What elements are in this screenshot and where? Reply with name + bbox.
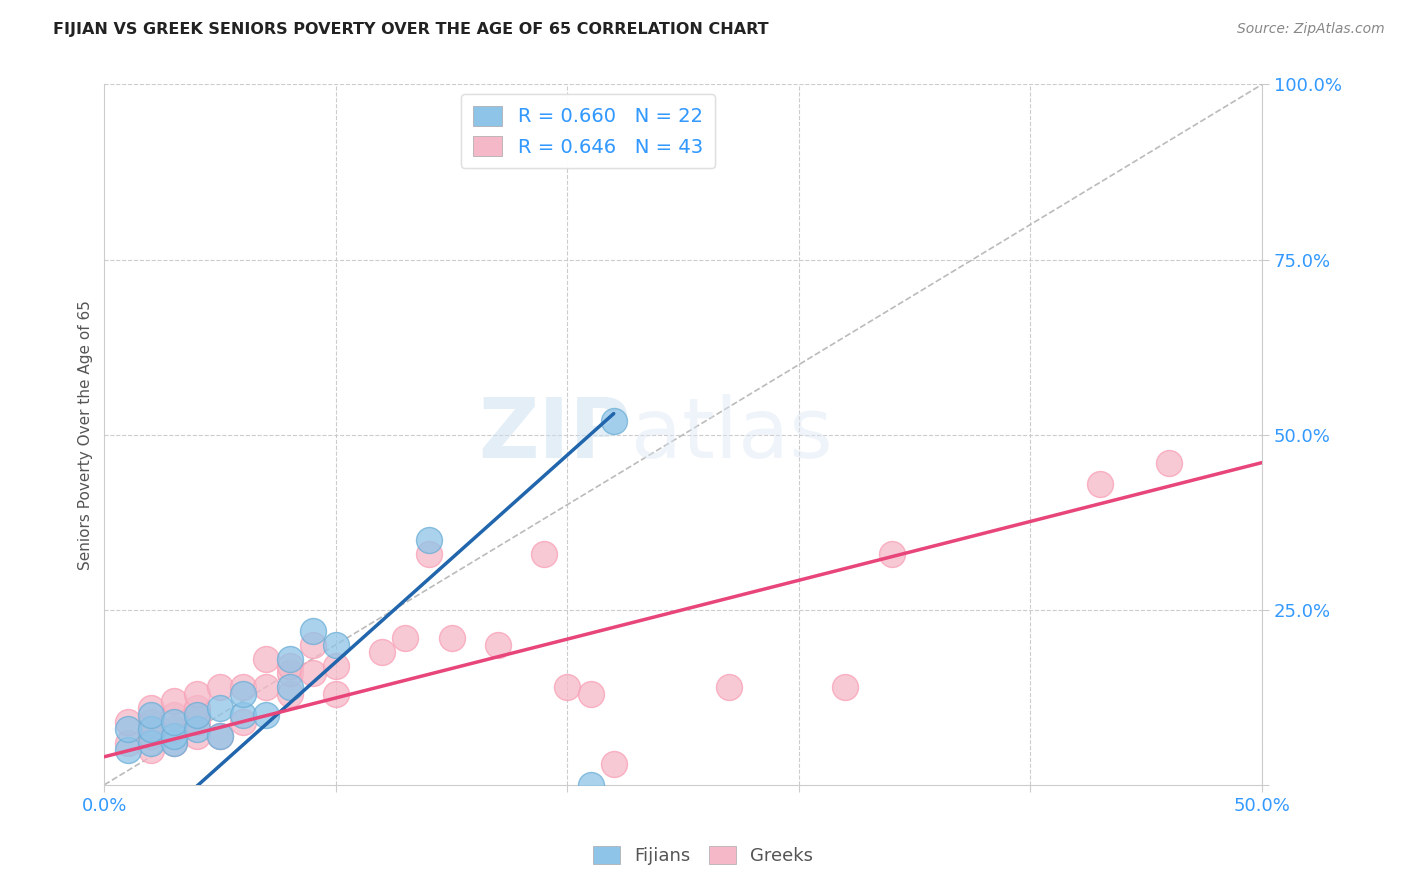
Point (117, 743, 139, 757)
Point (278, 651, 301, 665)
Point (325, 638, 347, 652)
Point (163, 694, 186, 708)
Text: FIJIAN VS GREEK SENIORS POVERTY OVER THE AGE OF 65 CORRELATION CHART: FIJIAN VS GREEK SENIORS POVERTY OVER THE… (53, 22, 769, 37)
Point (232, 687, 254, 701)
Point (278, 658, 301, 673)
Point (557, 680, 579, 694)
Point (834, 680, 856, 694)
Point (278, 665, 301, 680)
Point (533, 547, 555, 561)
Point (139, 714, 162, 729)
Point (209, 729, 232, 743)
Point (163, 722, 186, 736)
Point (301, 638, 323, 652)
Point (603, 414, 626, 428)
Point (256, 651, 278, 665)
Point (186, 700, 208, 714)
Point (163, 729, 186, 743)
Point (579, 778, 602, 792)
Point (371, 645, 394, 659)
Point (1159, 456, 1181, 470)
Point (139, 722, 162, 736)
Point (186, 722, 208, 736)
Point (325, 687, 347, 701)
Point (418, 547, 440, 561)
Point (186, 707, 208, 722)
Point (209, 729, 232, 743)
Point (117, 714, 139, 729)
Point (209, 700, 232, 714)
Point (325, 658, 347, 673)
Point (256, 680, 278, 694)
Point (486, 638, 509, 652)
Point (718, 680, 741, 694)
Text: ZIP: ZIP (478, 394, 631, 475)
Point (186, 687, 208, 701)
Legend: R = 0.660   N = 22, R = 0.646   N = 43: R = 0.660 N = 22, R = 0.646 N = 43 (461, 95, 714, 169)
Point (117, 736, 139, 750)
Point (232, 714, 254, 729)
Point (186, 714, 208, 729)
Point (603, 756, 626, 771)
Point (880, 547, 903, 561)
Point (440, 631, 463, 645)
Text: atlas: atlas (631, 394, 832, 475)
Point (163, 707, 186, 722)
Point (163, 736, 186, 750)
Point (232, 707, 254, 722)
Point (301, 624, 323, 638)
Point (394, 631, 416, 645)
Point (301, 665, 323, 680)
Legend: Fijians, Greeks: Fijians, Greeks (585, 838, 821, 872)
Point (232, 680, 254, 694)
Point (1088, 476, 1111, 491)
Point (139, 722, 162, 736)
Point (163, 736, 186, 750)
Point (278, 680, 301, 694)
Y-axis label: Seniors Poverty Over the Age of 65: Seniors Poverty Over the Age of 65 (79, 300, 93, 569)
Point (186, 729, 208, 743)
Point (139, 736, 162, 750)
Point (163, 714, 186, 729)
Point (418, 533, 440, 547)
Point (139, 729, 162, 743)
Point (117, 722, 139, 736)
Point (139, 743, 162, 757)
Point (579, 687, 602, 701)
Point (139, 700, 162, 714)
Point (278, 687, 301, 701)
Point (256, 707, 278, 722)
Point (209, 680, 232, 694)
Point (139, 707, 162, 722)
Text: Source: ZipAtlas.com: Source: ZipAtlas.com (1237, 22, 1385, 37)
Point (186, 707, 208, 722)
